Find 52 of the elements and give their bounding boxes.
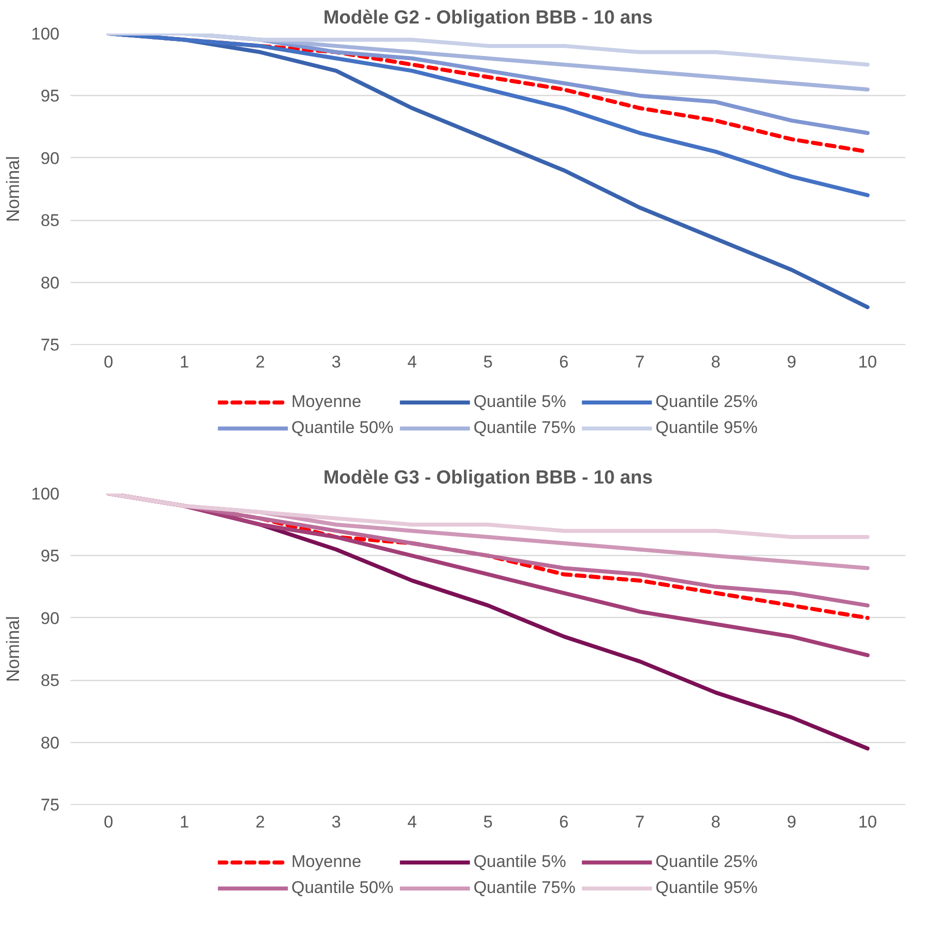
legend-label: Quantile 75% <box>473 878 576 898</box>
y-tick-label: 85 <box>40 211 60 230</box>
y-tick-label: 95 <box>40 546 60 566</box>
x-tick-label: 0 <box>104 352 114 372</box>
x-tick-label: 4 <box>407 812 417 832</box>
x-tick-label: 10 <box>858 352 878 372</box>
legend-label: Moyenne <box>291 852 362 872</box>
x-tick-label: 7 <box>635 352 645 372</box>
x-tick-label: 0 <box>104 812 114 832</box>
line-series <box>106 494 870 540</box>
legend-label: Quantile 25% <box>656 392 758 412</box>
legend-label: Quantile 5% <box>473 852 566 872</box>
x-tick-label: 2 <box>256 352 266 372</box>
x-tick-label: 1 <box>180 352 190 372</box>
x-tick-label: 3 <box>331 352 341 372</box>
y-tick-label: 100 <box>31 484 60 504</box>
legend-label: Quantile 5% <box>473 392 566 412</box>
x-tick-label: 4 <box>407 352 417 372</box>
legend-label: Moyenne <box>291 392 362 412</box>
y-tick-label: 75 <box>40 796 60 814</box>
y-tick-label: 95 <box>40 86 60 106</box>
y-tick-label: 90 <box>40 148 60 168</box>
x-tick-label: 8 <box>711 812 720 832</box>
x-tick-label: 5 <box>483 812 493 832</box>
y-axis-title: Nominal <box>3 156 24 222</box>
x-tick-label: 6 <box>559 352 569 372</box>
y-tick-label: 75 <box>40 336 60 354</box>
x-tick-label: 3 <box>331 812 341 832</box>
x-tick-label: 10 <box>858 812 878 832</box>
x-tick-label: 6 <box>559 812 569 832</box>
legend-label: Quantile 95% <box>656 878 758 898</box>
x-tick-label: 2 <box>256 812 266 832</box>
y-tick-label: 90 <box>40 608 60 628</box>
legend-label: Quantile 75% <box>473 418 576 438</box>
legend-label: Quantile 50% <box>291 878 394 898</box>
x-tick-label: 9 <box>786 812 796 832</box>
x-tick-label: 1 <box>180 812 190 832</box>
chart-title: Modèle G2 - Obligation BBB - 10 ans <box>323 8 653 28</box>
x-tick-label: 8 <box>711 352 720 372</box>
x-tick-label: 9 <box>786 352 796 372</box>
line-series <box>106 34 870 67</box>
y-axis-title: Nominal <box>3 616 24 682</box>
legend-label: Quantile 95% <box>656 418 758 438</box>
y-tick-label: 85 <box>40 671 60 690</box>
legend-label: Quantile 25% <box>656 852 758 872</box>
legend-label: Quantile 50% <box>291 418 394 438</box>
y-tick-label: 100 <box>31 24 60 44</box>
x-tick-label: 7 <box>635 812 645 832</box>
chart-title: Modèle G3 - Obligation BBB - 10 ans <box>323 468 653 488</box>
y-tick-label: 80 <box>40 273 60 292</box>
y-tick-label: 80 <box>40 733 60 752</box>
x-tick-label: 5 <box>483 352 493 372</box>
